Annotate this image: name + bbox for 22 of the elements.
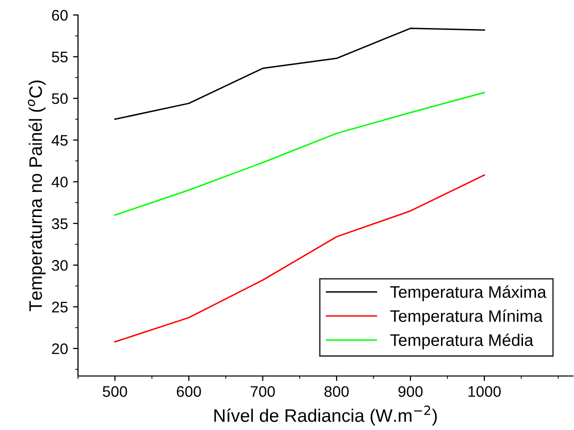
y-tick-label: 40 [52,176,68,188]
x-axis-title: Nível de Radiancia (W.m$^{−2}$) [214,406,437,426]
y-axis-title: Temperaturna no Painél ($^{o}$C) [28,80,46,312]
x-tick-label: 700 [250,386,275,397]
line-series [114,92,486,216]
y-tick-label: 60 [52,10,68,21]
x-tick-label: 500 [102,386,128,397]
y-tick-label: 35 [52,218,68,230]
x-tick-label: 1000 [468,386,501,397]
y-tick-label: 50 [52,93,68,104]
legend-label: Temperatura Máxima [390,285,546,302]
legend-label: Temperatura Mínima [390,310,543,326]
y-tick-label: 25 [52,302,68,312]
legend-label: Temperatura Média [390,334,534,350]
y-tick-label: 30 [52,260,68,271]
y-tick-label: 55 [52,52,68,62]
x-tick-label: 900 [398,386,423,397]
y-tick-label: 20 [52,343,68,354]
x-tick-label: 800 [324,386,349,397]
x-tick-label: 600 [176,386,201,397]
y-tick-label: 45 [52,135,68,146]
line-series [114,28,486,120]
